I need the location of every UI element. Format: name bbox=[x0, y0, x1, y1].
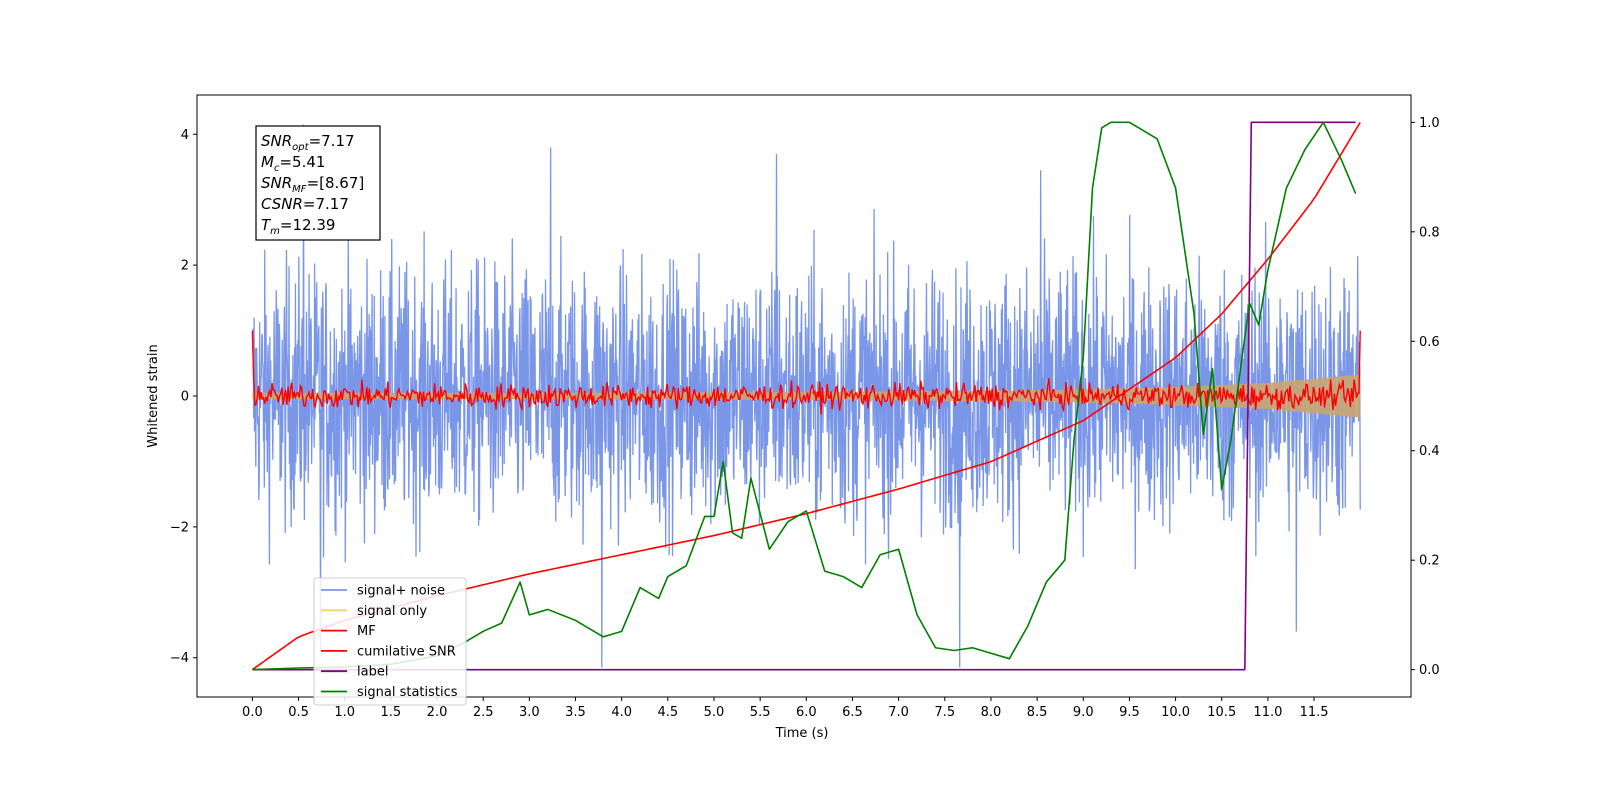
x-tick-label: 8.5 bbox=[1027, 705, 1048, 720]
x-tick-label: 0.5 bbox=[288, 705, 309, 720]
series-line-mf bbox=[251, 330, 1361, 415]
x-tick-label: 1.5 bbox=[381, 705, 402, 720]
x-tick-label: 5.0 bbox=[704, 705, 725, 720]
x-tick-label: 10.0 bbox=[1161, 705, 1190, 720]
annotation-frame bbox=[255, 125, 381, 241]
y-tick-label-left: −4 bbox=[170, 651, 189, 666]
x-tick-label: 9.5 bbox=[1119, 705, 1140, 720]
legend: signal+ noise signal only MF cumilative SNR… bbox=[313, 577, 467, 706]
x-tick-label: 6.5 bbox=[842, 705, 863, 720]
y-axis-right: 1.0 0.8 0.6 0.4 0.2 0.0 bbox=[1411, 116, 1440, 678]
annotation-line: SNRMF=[8.67] bbox=[261, 174, 364, 195]
annotation-line: CSNR=7.17 bbox=[261, 195, 349, 213]
y-tick-label-left: 0 bbox=[181, 390, 189, 405]
legend-label: MF bbox=[357, 624, 376, 639]
legend-label: cumilative SNR bbox=[357, 644, 456, 659]
annotation-line: Tm=12.39 bbox=[261, 216, 335, 237]
legend-frame bbox=[313, 577, 467, 706]
x-tick-label: 7.0 bbox=[888, 705, 909, 720]
x-tick-label: 9.0 bbox=[1073, 705, 1094, 720]
x-tick-label: 5.5 bbox=[750, 705, 771, 720]
x-axis-label: Time (s) bbox=[775, 726, 829, 741]
y-tick-label-right: 0.4 bbox=[1419, 444, 1440, 459]
x-tick-label: 0.0 bbox=[242, 705, 263, 720]
x-tick-label: 11.0 bbox=[1253, 705, 1282, 720]
x-tick-label: 11.5 bbox=[1300, 705, 1329, 720]
y-tick-label-right: 0.8 bbox=[1419, 225, 1440, 240]
x-axis: 0.0 0.5 1.0 1.5 2.0 2.5 3.0 3.5 4.0 4.5 5.0 5.5 6.0 6… bbox=[242, 697, 1329, 720]
x-tick-label: 4.5 bbox=[657, 705, 678, 720]
x-tick-label: 10.5 bbox=[1207, 705, 1236, 720]
y-tick-label-left: 4 bbox=[181, 128, 189, 143]
annotation-line: Mc=5.41 bbox=[261, 153, 325, 174]
annotation-line: SNRopt=7.17 bbox=[261, 132, 355, 153]
y-tick-label-right: 0.2 bbox=[1419, 554, 1440, 569]
x-tick-label: 7.5 bbox=[934, 705, 955, 720]
x-tick-label: 1.0 bbox=[334, 705, 355, 720]
x-tick-label: 2.0 bbox=[427, 705, 448, 720]
legend-label: signal only bbox=[357, 604, 427, 619]
x-tick-label: 2.5 bbox=[473, 705, 494, 720]
legend-label: signal+ noise bbox=[357, 584, 445, 599]
x-tick-label: 3.5 bbox=[565, 705, 586, 720]
y-tick-label-right: 0.6 bbox=[1419, 335, 1440, 350]
y-tick-label-left: −2 bbox=[170, 520, 189, 535]
legend-label: signal statistics bbox=[357, 685, 458, 700]
y-tick-label-left: 2 bbox=[181, 259, 189, 274]
x-tick-label: 6.0 bbox=[796, 705, 817, 720]
series-line-signal-noise bbox=[251, 124, 1361, 668]
series-line-label bbox=[252, 121, 1356, 671]
legend-label: label bbox=[357, 665, 388, 680]
x-tick-label: 4.0 bbox=[611, 705, 632, 720]
y-axis-left: 4 2 0 −2 −4 bbox=[170, 128, 197, 666]
x-tick-label: 3.0 bbox=[519, 705, 540, 720]
series-line-signal-statistics bbox=[252, 121, 1357, 671]
y-axis-label: Whitened strain bbox=[146, 344, 161, 447]
y-tick-label-right: 0.0 bbox=[1419, 663, 1440, 678]
x-tick-label: 8.0 bbox=[981, 705, 1002, 720]
y-tick-label-right: 1.0 bbox=[1419, 116, 1440, 131]
